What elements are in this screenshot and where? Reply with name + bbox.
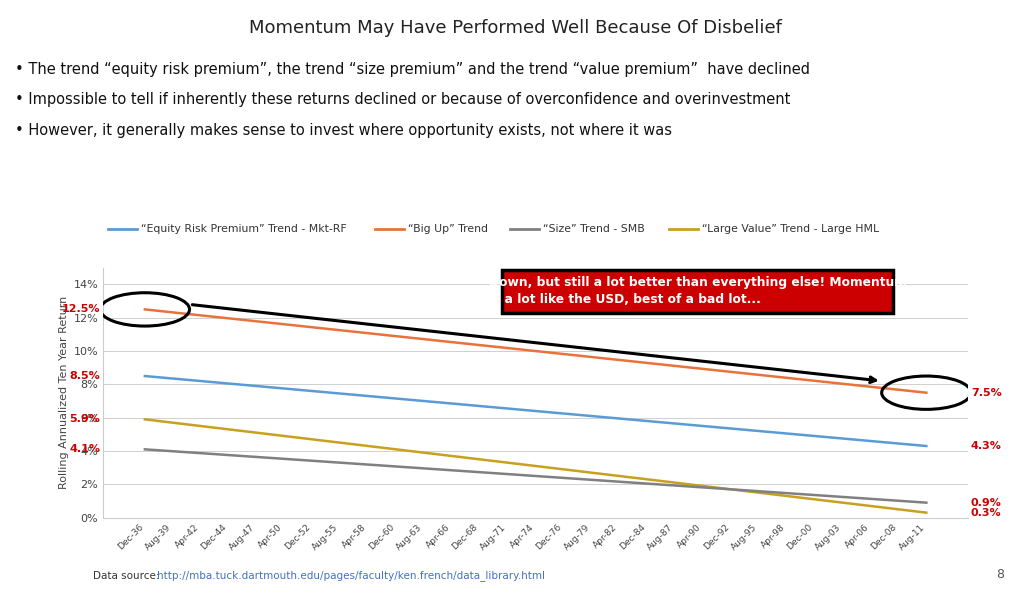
Text: 8: 8 (996, 568, 1004, 581)
Text: • Impossible to tell if inherently these returns declined or because of overconf: • Impossible to tell if inherently these… (15, 92, 791, 107)
Text: 0.9%: 0.9% (971, 497, 1002, 508)
Text: Down, but still a lot better than everything else! Momentum
is a lot like the US: Down, but still a lot better than everyt… (488, 277, 906, 306)
Text: Momentum May Have Performed Well Because Of Disbelief: Momentum May Have Performed Well Because… (248, 19, 782, 37)
FancyBboxPatch shape (502, 270, 893, 313)
Text: • However, it generally makes sense to invest where opportunity exists, not wher: • However, it generally makes sense to i… (15, 123, 673, 138)
Text: 0.3%: 0.3% (971, 508, 1001, 518)
Text: 8.5%: 8.5% (69, 371, 100, 381)
Text: 7.5%: 7.5% (971, 388, 1002, 397)
Text: “Big Up” Trend: “Big Up” Trend (408, 224, 487, 234)
Text: • The trend “equity risk premium”, the trend “size premium” and the trend “value: • The trend “equity risk premium”, the t… (15, 62, 811, 77)
Text: Data source:: Data source: (93, 571, 163, 581)
Text: 12.5%: 12.5% (62, 305, 100, 314)
Text: 5.9%: 5.9% (69, 414, 100, 424)
Text: 4.3%: 4.3% (971, 441, 1002, 451)
Text: “Large Value” Trend - Large HML: “Large Value” Trend - Large HML (701, 224, 879, 234)
Text: “Equity Risk Premium” Trend - Mkt-RF: “Equity Risk Premium” Trend - Mkt-RF (141, 224, 347, 234)
Y-axis label: Rolling Annualized Ten Year Return: Rolling Annualized Ten Year Return (59, 296, 69, 489)
Text: http://mba.tuck.dartmouth.edu/pages/faculty/ken.french/data_library.html: http://mba.tuck.dartmouth.edu/pages/facu… (157, 570, 545, 581)
Text: “Size” Trend - SMB: “Size” Trend - SMB (543, 224, 645, 234)
Text: 4.1%: 4.1% (69, 444, 100, 455)
